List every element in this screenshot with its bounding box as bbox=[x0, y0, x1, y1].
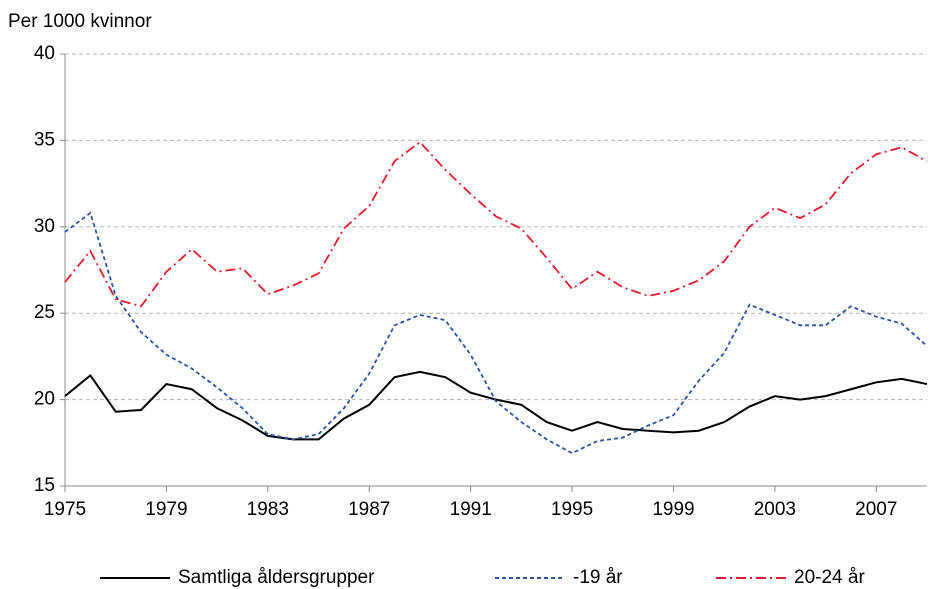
x-tick-label: 1999 bbox=[652, 499, 694, 520]
y-tick-label: 25 bbox=[34, 302, 55, 323]
x-tick-label: 1995 bbox=[551, 499, 593, 520]
series-line bbox=[64, 211, 928, 455]
legend-label: 20-24 år bbox=[794, 567, 865, 588]
x-tick-label: 1975 bbox=[44, 499, 86, 520]
series-line bbox=[64, 140, 928, 308]
x-tick-label: 2007 bbox=[855, 499, 897, 520]
legend-label: -19 år bbox=[573, 567, 623, 588]
x-tick-label: 1979 bbox=[145, 499, 187, 520]
y-tick-label: 40 bbox=[34, 43, 55, 64]
y-tick-label: 30 bbox=[34, 216, 55, 237]
legend-label: Samtliga åldersgrupper bbox=[178, 567, 375, 588]
x-tick-label: 1983 bbox=[247, 499, 289, 520]
y-tick-label: 15 bbox=[34, 475, 55, 496]
x-tick-label: 1987 bbox=[348, 499, 390, 520]
y-tick-label: 20 bbox=[34, 389, 55, 410]
series-line bbox=[64, 370, 928, 441]
x-tick-label: 1991 bbox=[450, 499, 492, 520]
y-tick-label: 35 bbox=[34, 129, 55, 150]
x-tick-label: 2003 bbox=[754, 499, 796, 520]
y-axis-label: Per 1000 kvinnor bbox=[8, 11, 152, 32]
